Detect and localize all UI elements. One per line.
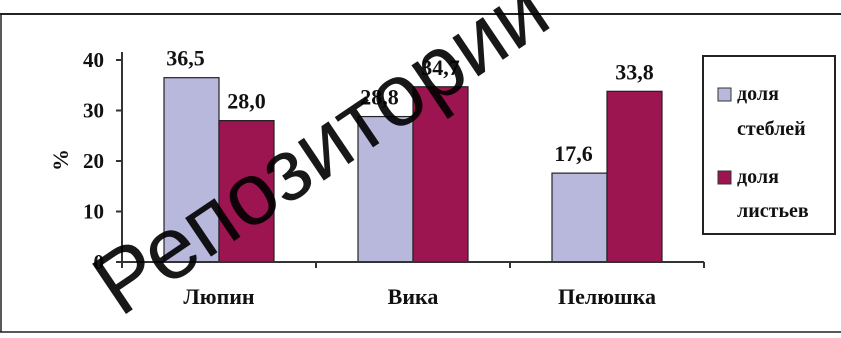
y-tick-label: 20 xyxy=(83,149,104,173)
y-tick-label: 30 xyxy=(83,99,104,123)
legend-swatch-leaves xyxy=(717,170,732,185)
y-tick-label: 10 xyxy=(83,200,104,224)
legend-label-stems-line1: доля xyxy=(737,83,779,105)
y-tick-label: 0 xyxy=(94,250,105,274)
watermark: Репозиторий xyxy=(75,0,565,334)
legend-label-leaves-line2: листьев xyxy=(737,200,809,222)
data-label: 36,5 xyxy=(166,46,205,71)
data-label: 33,8 xyxy=(615,59,654,84)
data-label: 28,8 xyxy=(360,85,399,110)
y-tick-label: 40 xyxy=(83,48,104,72)
data-label: 17,6 xyxy=(554,141,593,166)
y-axis-label: % xyxy=(48,149,73,171)
category-label: Вика xyxy=(388,284,439,309)
data-label: 28,0 xyxy=(227,89,266,114)
legend-label-stems-line2: стеблей xyxy=(737,118,806,140)
legend-label-leaves-line1: доля xyxy=(737,166,779,188)
category-label: Люпин xyxy=(183,284,255,309)
bar-leaves-1 xyxy=(412,86,469,263)
legend-box xyxy=(702,55,836,235)
bar-stems-2 xyxy=(551,172,608,263)
x-axis: Люпин Вика Пелюшка xyxy=(121,261,705,309)
data-labels-group: 36,5 28,0 28,8 34,7 17,6 33,8 xyxy=(166,46,654,166)
legend: доля стеблей доля листьев xyxy=(702,55,836,235)
category-label: Пелюшка xyxy=(558,284,656,309)
bar-leaves-2 xyxy=(606,90,663,263)
y-axis: % 0 10 20 30 40 xyxy=(48,48,123,274)
data-label: 34,7 xyxy=(421,55,460,80)
bars-group xyxy=(163,77,663,263)
legend-swatch-stems xyxy=(717,87,732,102)
